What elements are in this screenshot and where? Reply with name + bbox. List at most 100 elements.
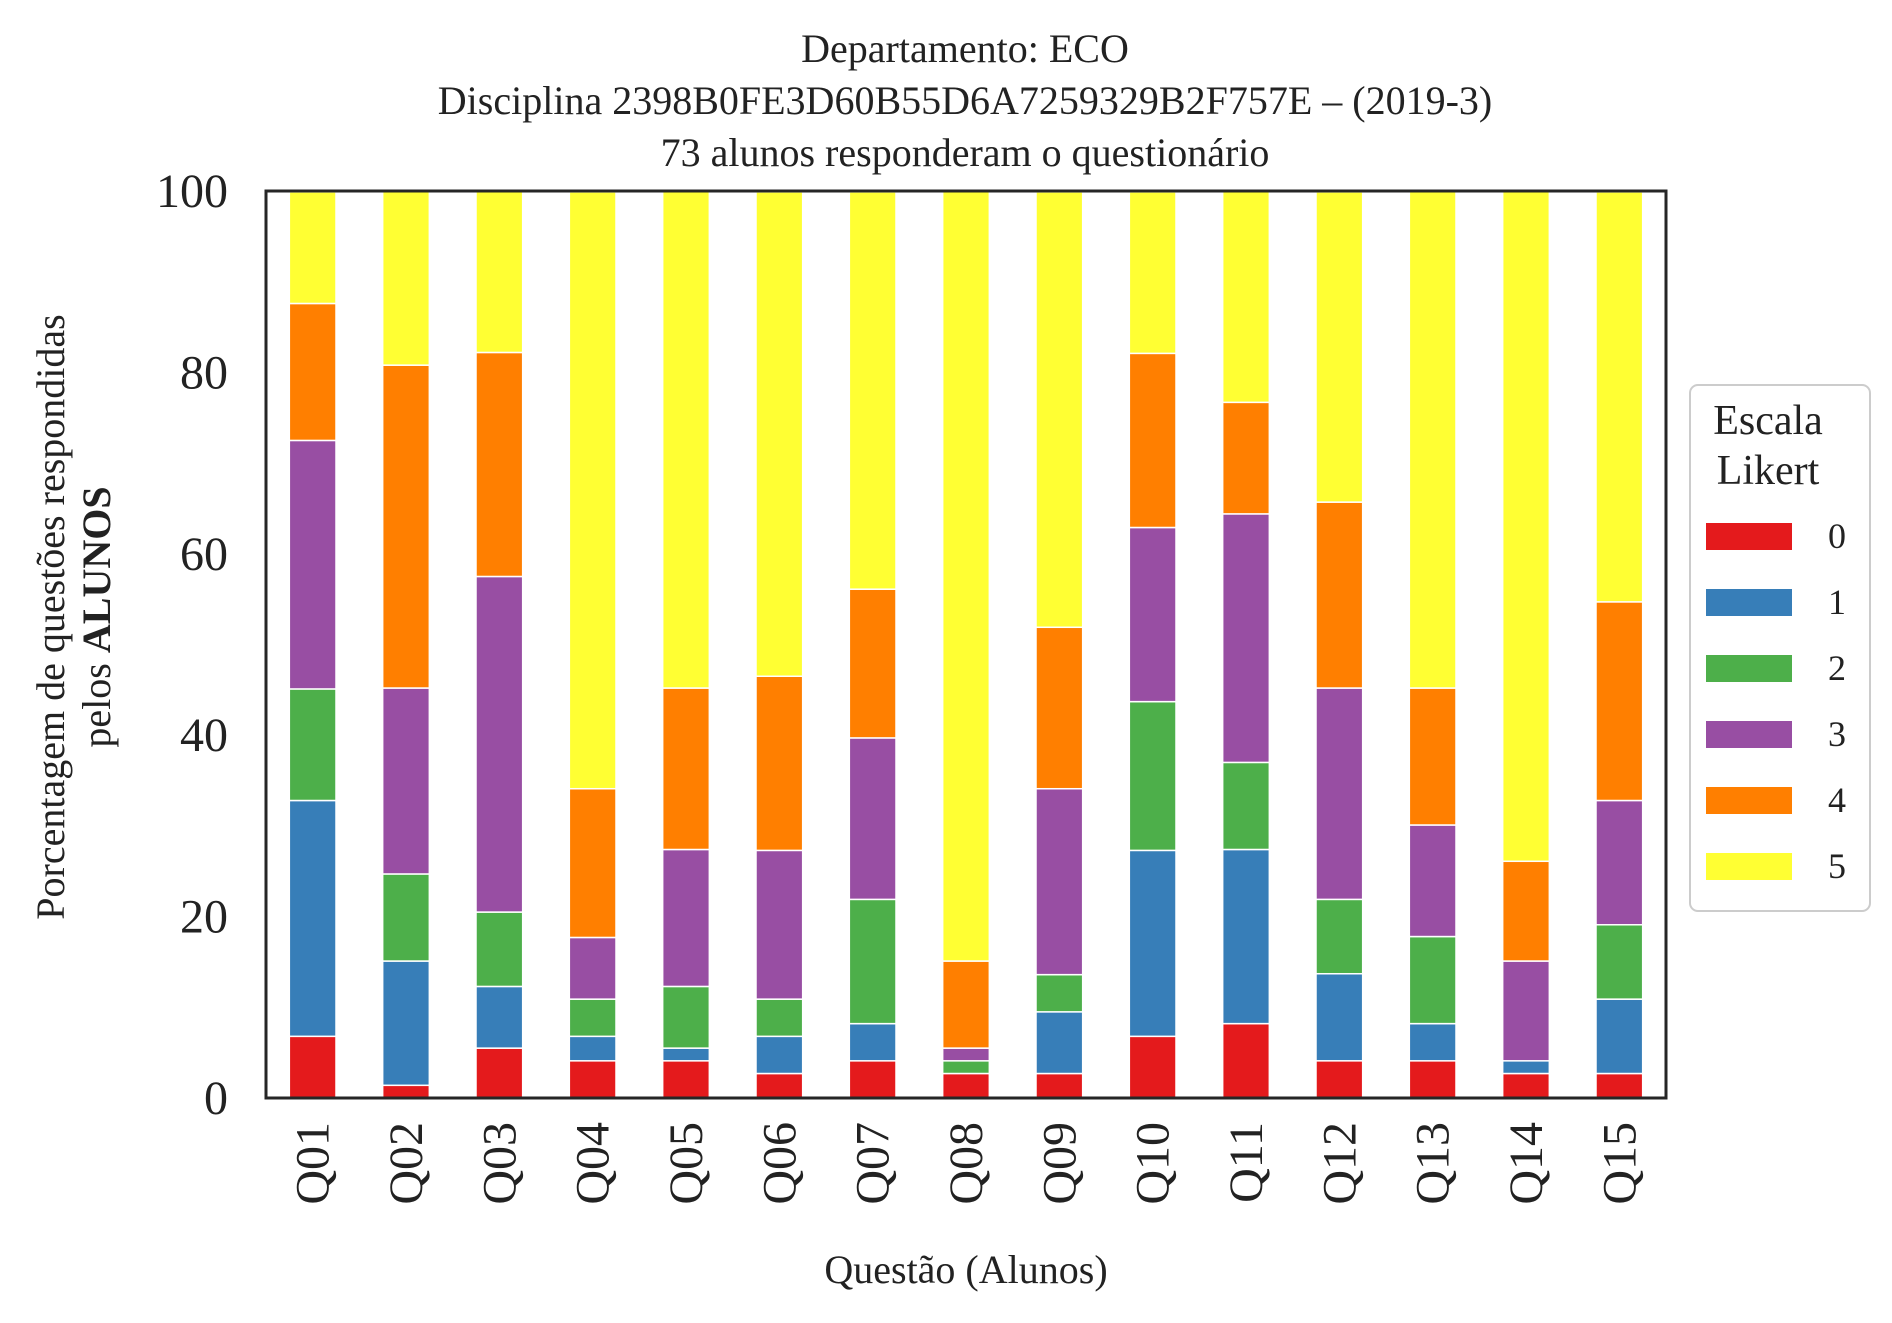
x-tick-label-q06: Q06 [753, 1122, 806, 1205]
bar-q07-level-1 [848, 1022, 897, 1062]
bar-q06-level-4 [755, 675, 804, 852]
legend-title-line1: Escala [1713, 398, 1823, 444]
bar-q06-level-3 [755, 849, 804, 1000]
bar-q06-level-5 [755, 191, 804, 677]
bar-q01-level-1 [288, 799, 337, 1038]
bar-q01-level-3 [288, 439, 337, 690]
bar-q02-level-0 [381, 1084, 431, 1099]
y-ticks-group: 0 20 40 60 80 100 [156, 165, 228, 1125]
y-axis-label-prefix: pelos [74, 653, 119, 747]
legend-label-2: 2 [1828, 648, 1846, 688]
bar-q09-level-4 [1035, 626, 1084, 790]
x-tick-label-q08: Q08 [940, 1122, 993, 1205]
x-tick-label-q07: Q07 [847, 1122, 900, 1205]
bar-q04-level-0 [568, 1060, 617, 1099]
legend-swatch-5 [1706, 853, 1792, 880]
bar-q07-level-2 [848, 898, 897, 1025]
bar-q03-level-5 [475, 190, 524, 354]
bar-q02-level-2 [381, 873, 431, 962]
y-axis-label-bold: ALUNOS [74, 486, 119, 653]
bar-q12-level-4 [1315, 501, 1364, 689]
x-tick-label-q02: Q02 [380, 1122, 433, 1205]
legend-label-1: 1 [1828, 582, 1846, 622]
y-axis-label-line2: pelos ALUNOS [74, 486, 119, 747]
bar-q01-level-2 [288, 688, 337, 802]
bar-q12-level-2 [1315, 898, 1364, 975]
bar-q15-level-3 [1595, 799, 1644, 926]
bar-q03-level-0 [475, 1047, 524, 1099]
bars-group [288, 189, 1644, 1099]
legend-swatch-2 [1706, 655, 1792, 682]
bar-q03-level-4 [475, 351, 524, 578]
bar-q04-level-4 [568, 787, 617, 939]
bar-q07-level-3 [848, 737, 897, 901]
bar-q15-level-4 [1595, 601, 1644, 802]
bar-q04-level-5 [568, 191, 617, 790]
bar-q08-level-5 [941, 190, 991, 962]
bar-q15-level-1 [1595, 998, 1644, 1075]
bar-q13-level-0 [1408, 1060, 1457, 1099]
legend-label-5: 5 [1828, 846, 1846, 886]
x-tick-label-q01: Q01 [287, 1122, 340, 1205]
legend-label-0: 0 [1828, 516, 1846, 556]
bar-q15-level-5 [1595, 191, 1644, 603]
bar-q10-level-0 [1128, 1035, 1177, 1099]
plot-frame [264, 189, 1668, 1100]
bar-q14-level-0 [1501, 1072, 1551, 1099]
bar-q11-level-3 [1221, 513, 1271, 764]
bar-q04-level-2 [568, 998, 617, 1038]
legend-label-3: 3 [1828, 714, 1846, 754]
x-tick-label-q04: Q04 [567, 1122, 620, 1205]
bar-q04-level-1 [568, 1035, 617, 1062]
y-tick-label-0: 0 [204, 1072, 228, 1125]
legend: Escala Likert 0 1 2 3 4 5 [1689, 384, 1871, 912]
x-tick-label-q10: Q10 [1127, 1122, 1180, 1205]
legend-title-line2: Likert [1717, 448, 1820, 494]
chart-subtitle-discipline: Disciplina 2398B0FE3D60B55D6A7259329B2F7… [438, 78, 1492, 123]
bar-q02-level-4 [381, 364, 431, 689]
bar-q02-level-1 [381, 960, 431, 1087]
bar-q14-level-3 [1501, 960, 1551, 1062]
legend-swatch-1 [1706, 589, 1792, 616]
bar-q09-level-5 [1035, 191, 1084, 629]
bar-q06-level-2 [755, 998, 804, 1038]
bar-q13-level-2 [1408, 935, 1457, 1025]
bar-q15-level-0 [1595, 1072, 1644, 1099]
bar-q13-level-5 [1408, 190, 1457, 689]
x-ticks-group: Q01 Q02 Q03 Q04 Q05 Q06 Q07 Q08 Q09 Q10 Q11 Q12 Q13 Q… [287, 1122, 1647, 1205]
bar-q02-level-5 [381, 190, 431, 366]
bar-q12-level-5 [1315, 191, 1364, 503]
bar-q11-level-5 [1221, 190, 1271, 404]
bar-q11-level-1 [1221, 848, 1271, 1025]
bar-q10-level-4 [1128, 352, 1177, 529]
bar-q07-level-5 [848, 191, 897, 590]
x-tick-label-q14: Q14 [1500, 1122, 1553, 1205]
x-tick-label-q15: Q15 [1593, 1122, 1646, 1205]
x-tick-label-q03: Q03 [473, 1122, 526, 1205]
bar-q05-level-5 [661, 190, 711, 689]
bar-q10-level-2 [1128, 700, 1177, 852]
bar-q05-level-4 [661, 687, 711, 851]
bar-q14-level-5 [1501, 189, 1551, 863]
x-tick-label-q13: Q13 [1407, 1122, 1460, 1205]
bar-q07-level-4 [848, 588, 897, 739]
bar-q11-level-4 [1221, 401, 1271, 515]
x-tick-label-q12: Q12 [1313, 1122, 1366, 1205]
bar-q08-level-3 [941, 1047, 991, 1062]
bar-q06-level-0 [755, 1072, 804, 1099]
bar-q10-level-3 [1128, 526, 1177, 703]
chart-subtitle-respondents: 73 alunos responderam o questionário [661, 130, 1270, 175]
bar-q05-level-3 [661, 848, 711, 988]
bar-q14-level-4 [1501, 860, 1551, 962]
y-tick-label-80: 80 [180, 346, 228, 399]
y-tick-label-60: 60 [180, 528, 228, 581]
bar-q08-level-0 [941, 1072, 991, 1099]
bar-q03-level-3 [475, 575, 524, 913]
bar-q07-level-0 [848, 1060, 897, 1099]
bar-q05-level-1 [661, 1047, 711, 1062]
legend-label-4: 4 [1828, 780, 1846, 820]
bar-q01-level-4 [288, 302, 337, 442]
bar-q04-level-3 [568, 936, 617, 1000]
chart-title: Departamento: ECO [801, 26, 1129, 71]
